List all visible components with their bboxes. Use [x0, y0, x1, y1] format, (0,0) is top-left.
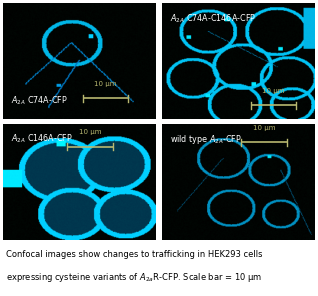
Text: $A_{2A}$ C74A-C146A-CFP: $A_{2A}$ C74A-C146A-CFP — [170, 12, 256, 25]
Text: wild type $A_{2A}$-CFP: wild type $A_{2A}$-CFP — [170, 133, 241, 146]
Text: 10 μm: 10 μm — [94, 81, 117, 86]
Text: expressing cysteine variants of $A_{2a}$R-CFP. Scale bar = 10 μm: expressing cysteine variants of $A_{2a}$… — [6, 271, 263, 284]
Text: Confocal images show changes to trafficking in HEK293 cells: Confocal images show changes to traffick… — [6, 250, 263, 259]
Text: $A_{2A}$ C146A-CFP: $A_{2A}$ C146A-CFP — [11, 133, 73, 145]
Text: 10 μm: 10 μm — [262, 88, 285, 94]
Text: $A_{2A}$ C74A-CFP: $A_{2A}$ C74A-CFP — [11, 95, 68, 107]
Text: 10 μm: 10 μm — [79, 129, 101, 135]
Text: 10 μm: 10 μm — [253, 125, 276, 131]
